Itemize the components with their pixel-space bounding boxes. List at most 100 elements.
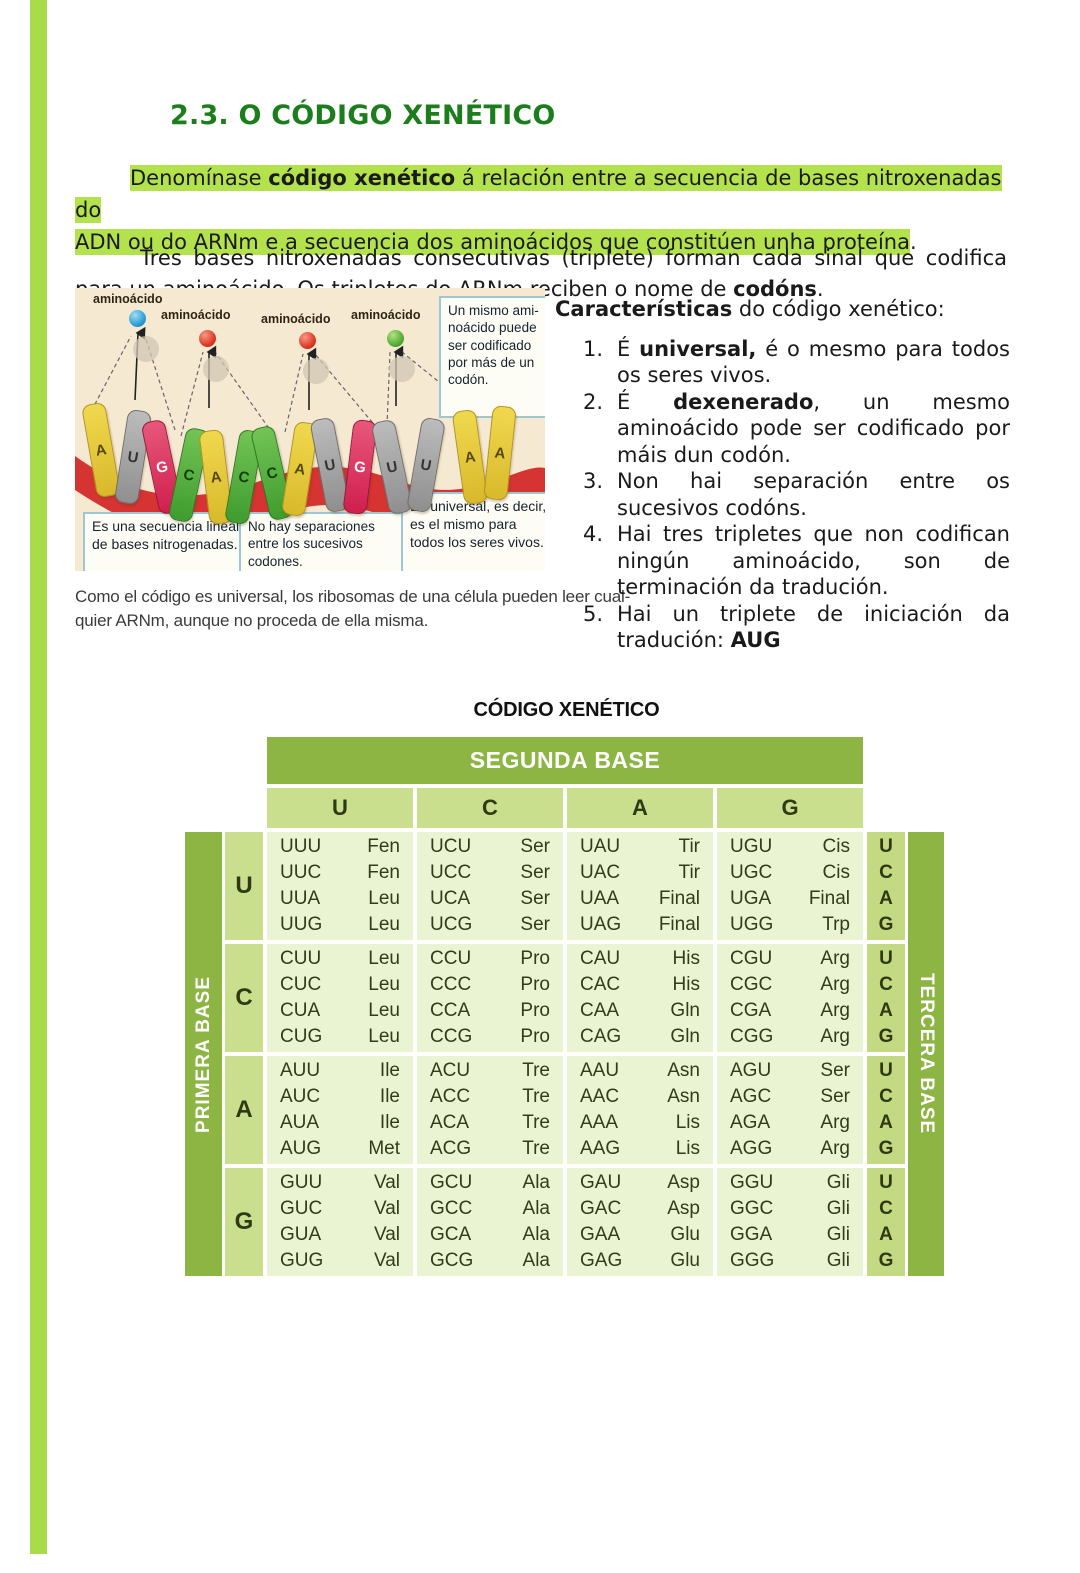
codon-cell: CGU Arg CGC Arg CGA Arg CGG Arg <box>717 944 863 1052</box>
codon-cell: AGU Ser AGC Ser AGA Arg AGG Arg <box>717 1056 863 1164</box>
codon-cell: CCU Pro CCC Pro CCA Pro CCG Pro <box>417 944 563 1052</box>
amino-acid: Ile <box>379 1060 400 1081</box>
amino-acid: Asp <box>667 1198 700 1219</box>
list-item-1: 1. É universal, é o mesmo para todos os s… <box>583 336 1010 388</box>
codon: AUA <box>280 1112 320 1133</box>
amino-acid: Leu <box>368 914 400 935</box>
codon: CUC <box>280 974 322 995</box>
amino-acid: Tir <box>678 836 700 857</box>
amino-acid: Ser <box>820 1086 850 1107</box>
amino-acid: Final <box>658 888 700 909</box>
amino-acid: Leu <box>368 1026 400 1047</box>
amino-acid: Asp <box>667 1172 700 1193</box>
figure-diagram: Un mismo ami-noácido puede ser codificad… <box>75 288 545 571</box>
amino-acid: Tir <box>678 862 700 883</box>
codon: CGC <box>730 974 773 995</box>
list-item-4: 4. Hai tres tripletes que non codifican n… <box>583 522 1010 599</box>
codon: CAC <box>580 974 621 995</box>
codon-cell: AAU Asn AAC Asn AAA Lis AAG Lis <box>567 1056 713 1164</box>
codon: UAG <box>580 914 622 935</box>
codon: UUC <box>280 862 322 883</box>
codon: GAU <box>580 1172 622 1193</box>
amino-acid: Final <box>658 914 700 935</box>
codon: GUC <box>280 1198 323 1219</box>
codon: CAU <box>580 948 621 969</box>
amino-acid: Gli <box>826 1172 850 1193</box>
amino-acid: Trp <box>822 914 850 935</box>
amino-acid: Arg <box>820 1138 850 1159</box>
first-base-cell: U <box>225 832 263 940</box>
table-row: G GUU Val GUC Val GUA Val GUG Val GCU Ala GCC Ala GCA… <box>225 1168 905 1276</box>
amino-acid: Tre <box>522 1112 550 1133</box>
first-base-cell: C <box>225 944 263 1052</box>
codon: UCG <box>430 914 473 935</box>
codon: GUG <box>280 1250 324 1271</box>
codon: ACU <box>430 1060 471 1081</box>
amino-acid: Ser <box>520 914 550 935</box>
codon-cell: CAU His CAC His CAA Gln CAG Gln <box>567 944 713 1052</box>
amino-acid: Ile <box>379 1086 400 1107</box>
amino-acid: His <box>672 948 700 969</box>
codon: UAU <box>580 836 621 857</box>
codon: AGC <box>730 1086 772 1107</box>
amino-acid-label: aminoácido <box>161 308 231 322</box>
codon: GAC <box>580 1198 622 1219</box>
amino-acid: Fen <box>367 836 400 857</box>
amino-acid: Arg <box>820 1112 850 1133</box>
codon: CGA <box>730 1000 772 1021</box>
amino-acid: Arg <box>820 1026 850 1047</box>
codon: UCC <box>430 862 472 883</box>
codon: CAG <box>580 1026 622 1047</box>
first-base-cell: A <box>225 1056 263 1164</box>
codon: AAC <box>580 1086 620 1107</box>
amino-acid: Leu <box>368 1000 400 1021</box>
left-margin-rule <box>30 0 47 1554</box>
codon: GCG <box>430 1250 474 1271</box>
codon: CCU <box>430 948 472 969</box>
amino-acid: Asn <box>667 1086 700 1107</box>
codon: GUU <box>280 1172 323 1193</box>
amino-acid: Ala <box>522 1172 550 1193</box>
codon-cell: UGU Cis UGC Cis UGA Final UGG Trp <box>717 832 863 940</box>
amino-acid: Ile <box>379 1112 400 1133</box>
amino-acid: Fen <box>367 862 400 883</box>
codon: GCU <box>430 1172 473 1193</box>
codon: AGU <box>730 1060 772 1081</box>
codon: ACA <box>430 1112 470 1133</box>
codon: ACC <box>430 1086 471 1107</box>
amino-acid: Pro <box>520 974 550 995</box>
amino-acid-ball <box>199 330 216 347</box>
codon: GCA <box>430 1224 472 1245</box>
codon-cell: UUU Fen UUC Fen UUA Leu UUG Leu <box>267 832 413 940</box>
codon: GUA <box>280 1224 322 1245</box>
table-row: C CUU Leu CUC Leu CUA Leu CUG Leu CCU Pro CCC Pro CCA… <box>225 944 905 1052</box>
amino-acid: Tre <box>522 1138 550 1159</box>
intro-paragraph: Denomínase código xenético á relación en… <box>75 165 1002 255</box>
amino-acid: Final <box>808 888 850 909</box>
amino-acid: Gln <box>670 1000 700 1021</box>
first-base-strip: PRIMERA BASE <box>185 832 222 1276</box>
figure-caption: Como el código es universal, los ribosom… <box>75 587 631 630</box>
amino-acid: Arg <box>820 948 850 969</box>
codon: UCU <box>430 836 472 857</box>
amino-acid-ball <box>129 310 146 327</box>
amino-acid-label: aminoácido <box>351 308 421 322</box>
amino-acid: Pro <box>520 1000 550 1021</box>
amino-acid: Tre <box>522 1060 550 1081</box>
table-body: PRIMERA BASE U UUU Fen UUC Fen UUA Leu UUG Leu UC… <box>185 832 948 1276</box>
amino-acid: Asn <box>667 1060 700 1081</box>
codon-cell: UAU Tir UAC Tir UAA Final UAG Final <box>567 832 713 940</box>
codon: GAA <box>580 1224 621 1245</box>
list-item-2: 2. É dexenerado, un mesmo aminoácido pode… <box>583 389 1010 467</box>
codon: GGA <box>730 1224 773 1245</box>
codon: GCC <box>430 1198 473 1219</box>
amino-acid: Lis <box>675 1138 700 1159</box>
codon: AAG <box>580 1138 621 1159</box>
amino-acid: Leu <box>368 948 400 969</box>
amino-acid: Arg <box>820 1000 850 1021</box>
shadow-blob <box>389 356 415 382</box>
codon: UUU <box>280 836 322 857</box>
